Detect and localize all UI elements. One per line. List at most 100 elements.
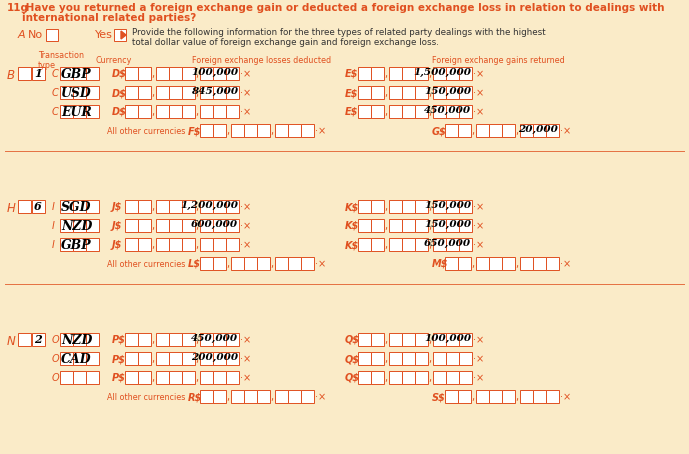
Bar — [156, 219, 169, 232]
Bar — [489, 390, 502, 403]
Bar — [73, 219, 86, 232]
Bar — [73, 352, 86, 365]
Bar — [32, 67, 45, 80]
Bar — [200, 333, 213, 346]
Bar — [275, 390, 288, 403]
Text: J$: J$ — [112, 202, 123, 212]
Text: D$: D$ — [112, 69, 127, 79]
Text: E$: E$ — [345, 88, 358, 98]
Text: H: H — [7, 202, 16, 215]
Text: I: I — [52, 221, 55, 231]
Text: ,: , — [384, 202, 388, 212]
Text: ,: , — [429, 240, 431, 250]
Bar — [18, 333, 31, 346]
Text: ,: , — [515, 392, 519, 402]
Text: K$: K$ — [345, 221, 359, 231]
Bar — [459, 238, 472, 251]
Text: K$: K$ — [345, 202, 359, 212]
Bar — [433, 219, 446, 232]
Bar — [32, 200, 45, 213]
Bar — [18, 67, 31, 80]
Text: ,: , — [384, 240, 388, 250]
Text: ,: , — [384, 69, 388, 79]
Text: ,: , — [196, 88, 198, 98]
Text: 650,000: 650,000 — [424, 239, 471, 248]
Text: ,: , — [471, 259, 475, 269]
Text: ,: , — [429, 373, 431, 383]
Bar — [125, 371, 138, 384]
Bar — [226, 200, 239, 213]
Text: ,: , — [196, 221, 198, 231]
Bar — [402, 333, 415, 346]
Text: ·×: ·× — [240, 69, 251, 79]
Bar — [371, 219, 384, 232]
Text: ,: , — [152, 373, 154, 383]
Bar — [86, 333, 99, 346]
Bar — [389, 200, 402, 213]
Bar — [213, 390, 226, 403]
Bar — [213, 124, 226, 137]
Bar — [459, 86, 472, 99]
Text: ·×: ·× — [315, 259, 326, 269]
Text: No: No — [28, 30, 43, 40]
Text: ·×: ·× — [473, 240, 484, 250]
Bar — [182, 371, 195, 384]
Text: ,: , — [152, 88, 154, 98]
Bar — [533, 257, 546, 270]
Text: ·×: ·× — [315, 392, 326, 402]
Text: C: C — [52, 107, 59, 117]
Text: ,: , — [429, 69, 431, 79]
Bar — [226, 333, 239, 346]
Bar — [200, 200, 213, 213]
Bar — [371, 238, 384, 251]
Text: ·×: ·× — [560, 259, 571, 269]
Text: NZD: NZD — [61, 220, 92, 233]
Bar — [73, 86, 86, 99]
Bar — [446, 67, 459, 80]
Bar — [169, 333, 182, 346]
Bar — [546, 390, 559, 403]
Bar — [458, 124, 471, 137]
Text: ·×: ·× — [240, 335, 251, 345]
Text: Transaction
type: Transaction type — [38, 51, 84, 70]
Text: CAD: CAD — [61, 353, 92, 366]
Bar — [389, 238, 402, 251]
Bar — [446, 352, 459, 365]
Bar — [138, 238, 151, 251]
Bar — [445, 124, 458, 137]
Text: ·×: ·× — [473, 107, 484, 117]
Bar — [546, 124, 559, 137]
Text: S$: S$ — [432, 392, 446, 402]
Text: 200,000: 200,000 — [191, 353, 238, 362]
Bar — [358, 86, 371, 99]
Bar — [415, 105, 428, 118]
Bar — [257, 124, 270, 137]
Bar — [402, 200, 415, 213]
Text: ,: , — [227, 126, 229, 136]
Text: ·×: ·× — [473, 88, 484, 98]
Bar — [458, 390, 471, 403]
Bar — [156, 238, 169, 251]
Text: 6: 6 — [34, 201, 42, 212]
Text: R$: R$ — [188, 392, 203, 402]
Text: ,: , — [152, 240, 154, 250]
Text: B: B — [7, 69, 15, 82]
Text: NZD: NZD — [61, 334, 92, 347]
Bar — [546, 257, 559, 270]
Text: N: N — [7, 335, 16, 348]
Bar — [182, 219, 195, 232]
Text: M$: M$ — [432, 259, 449, 269]
Text: C: C — [52, 69, 59, 79]
Bar — [156, 105, 169, 118]
Bar — [520, 257, 533, 270]
Bar — [86, 371, 99, 384]
Bar — [415, 67, 428, 80]
Text: E$: E$ — [345, 69, 358, 79]
Bar — [358, 352, 371, 365]
Text: G$: G$ — [432, 126, 446, 136]
Bar — [275, 124, 288, 137]
Bar — [156, 200, 169, 213]
Bar — [125, 333, 138, 346]
Text: ,: , — [271, 126, 274, 136]
Text: ·×: ·× — [560, 126, 571, 136]
